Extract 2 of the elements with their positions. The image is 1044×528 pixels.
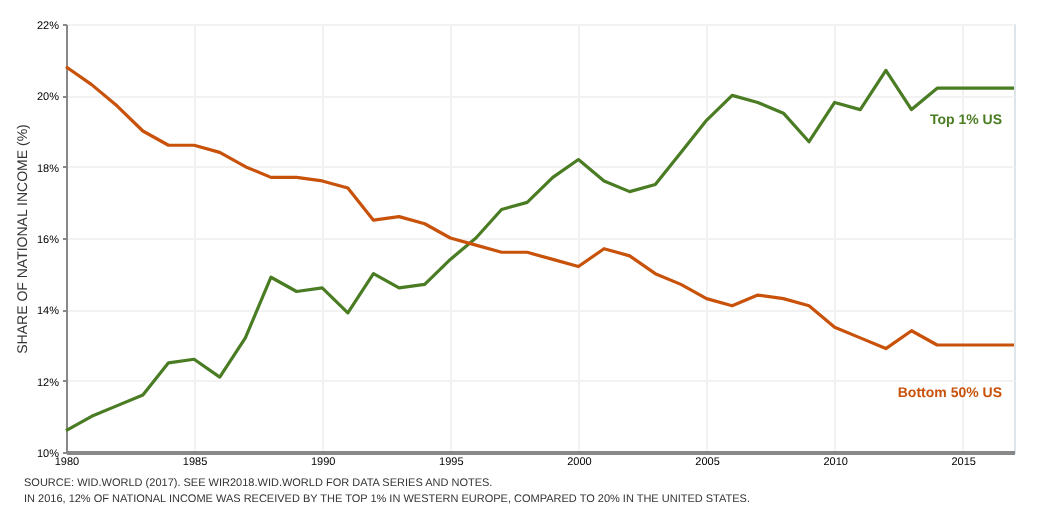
line-series (64, 65, 1016, 351)
line-series (64, 68, 1016, 433)
